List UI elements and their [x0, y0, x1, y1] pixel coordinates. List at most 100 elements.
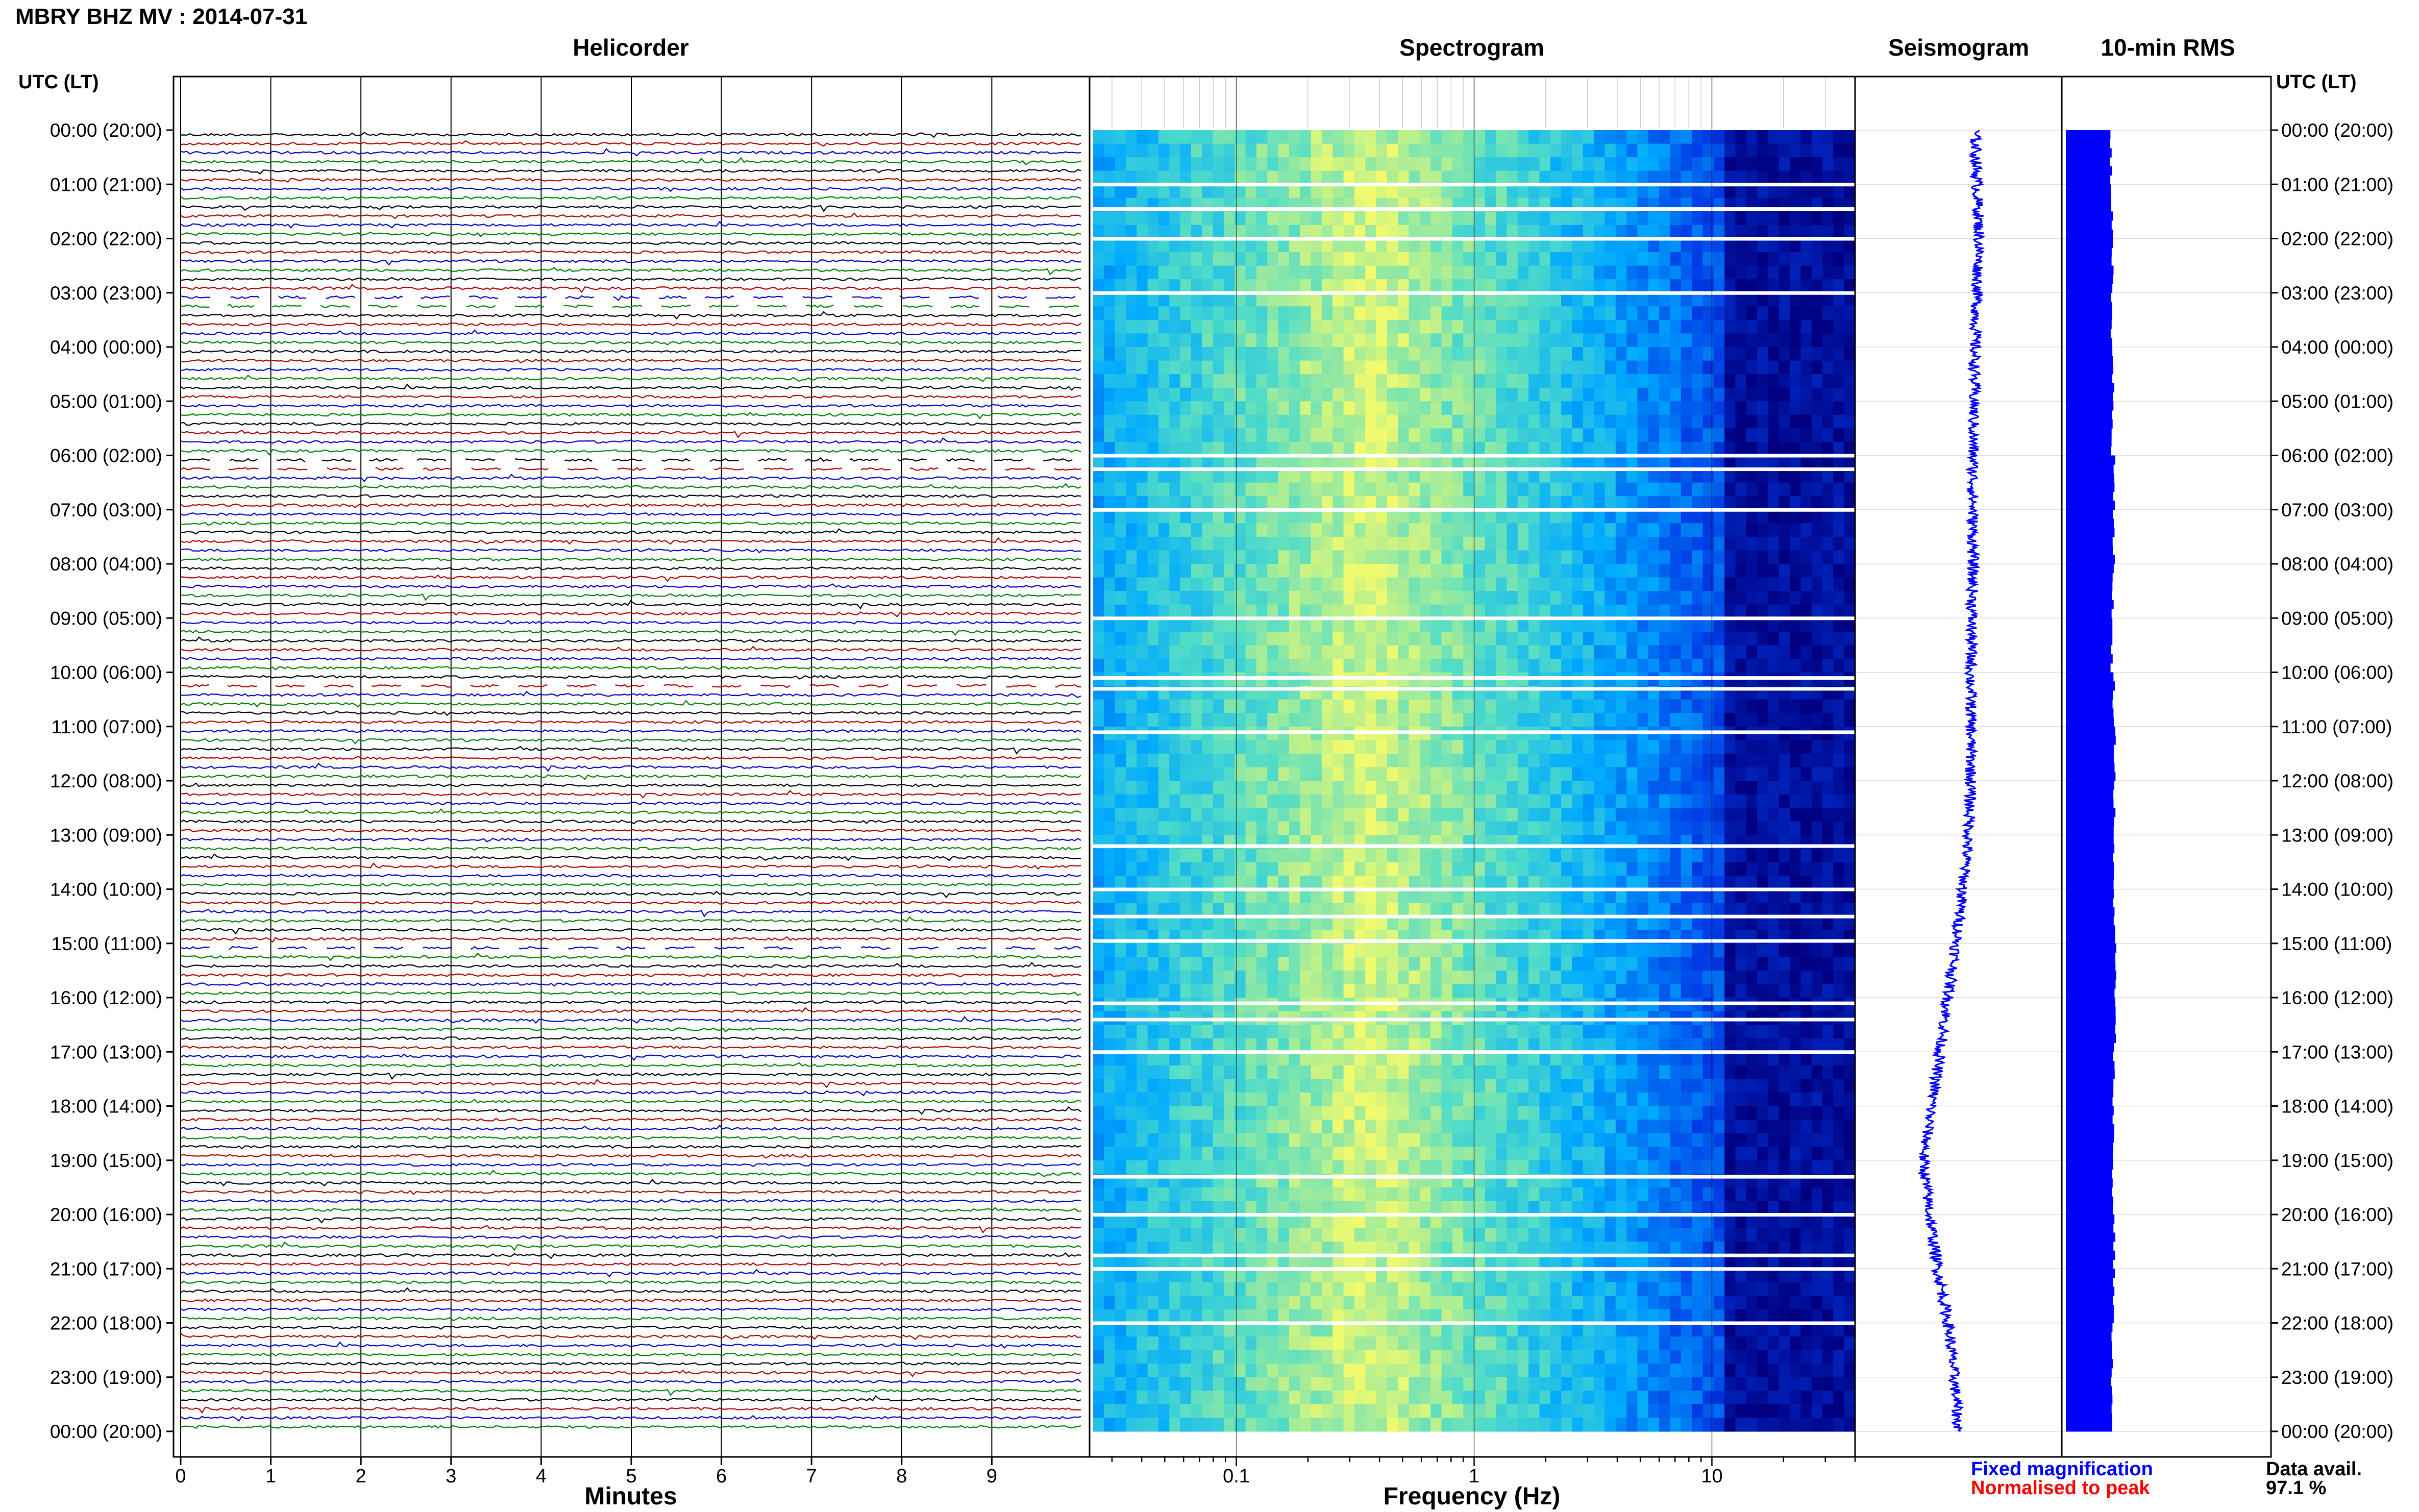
spectrogram-cell — [1605, 482, 1616, 497]
spectrogram-cell — [1572, 984, 1584, 998]
spectrogram-cell — [1235, 238, 1246, 253]
spectrogram-cell — [1746, 767, 1758, 781]
spectrogram-cell — [1583, 848, 1594, 862]
spectrogram-cell — [1605, 916, 1616, 930]
spectrogram-cell — [1137, 143, 1148, 158]
spectrogram-cell — [1137, 943, 1148, 957]
spectrogram-cell — [1354, 347, 1366, 361]
spectrogram-cell — [1169, 943, 1181, 957]
spectrogram-cell — [1528, 374, 1540, 388]
spectrogram-cell — [1626, 157, 1638, 171]
spectrogram-cell — [1779, 279, 1790, 293]
spectrogram-cell — [1768, 428, 1780, 442]
spectrogram-cell — [1713, 577, 1725, 591]
spectrogram-cell — [1779, 943, 1790, 957]
spectrogram-cell — [1452, 401, 1464, 415]
spectrogram-cell — [1104, 333, 1116, 348]
spectrogram-cell — [1169, 333, 1181, 348]
spectrogram-cell — [1561, 984, 1572, 998]
spectrogram-cell — [1496, 401, 1508, 415]
spectrogram-cell — [1387, 1025, 1398, 1039]
spectrogram-cell — [1354, 225, 1366, 239]
spectrogram-cell — [1115, 509, 1126, 524]
spectrogram-cell — [1235, 319, 1246, 334]
spectrogram-cell — [1093, 658, 1104, 673]
spectrogram-cell — [1659, 387, 1670, 402]
spectrogram-cell — [1311, 1038, 1322, 1052]
spectrogram-cell — [1692, 943, 1703, 957]
spectrogram-cell — [1419, 943, 1431, 957]
spectrogram-cell — [1289, 428, 1300, 442]
spectrogram-cell — [1354, 319, 1366, 334]
spectrogram-cell — [1235, 184, 1246, 199]
spectrogram-cell — [1376, 550, 1388, 564]
spectrogram-cell — [1441, 808, 1453, 822]
spectrogram-cell — [1833, 238, 1845, 253]
spectrogram-cell — [1724, 1052, 1736, 1066]
spectrogram-cell — [1376, 319, 1388, 334]
spectrogram-cell — [1485, 401, 1496, 415]
spectrogram-cell — [1419, 645, 1431, 659]
spectrogram-cell — [1354, 875, 1366, 890]
spectrogram-cell — [1202, 455, 1214, 469]
spectrogram-cell — [1354, 469, 1366, 483]
spectrogram-cell — [1267, 577, 1279, 591]
spectrogram-cell — [1463, 577, 1475, 591]
spectrogram-cell — [1702, 781, 1714, 795]
spectrogram-cell — [1104, 252, 1116, 266]
spectrogram-cell — [1670, 170, 1682, 185]
spectrogram-cell — [1713, 523, 1725, 537]
spectrogram-cell — [1735, 414, 1747, 429]
spectrogram-cell — [1539, 740, 1551, 754]
spectrogram-cell — [1365, 306, 1377, 320]
spectrogram-cell — [1833, 374, 1845, 388]
spectrogram-cell — [1332, 279, 1344, 293]
spectrogram-cell — [1289, 889, 1300, 903]
spectrogram-cell — [1702, 577, 1714, 591]
spectrogram-cell — [1474, 1052, 1486, 1066]
spectrogram-cell — [1354, 292, 1366, 307]
spectrogram-cell — [1343, 225, 1355, 239]
spectrogram-cell — [1376, 252, 1388, 266]
spectrogram-cell — [1637, 781, 1649, 795]
spectrogram-cell — [1126, 347, 1137, 361]
spectrogram-cell — [1539, 808, 1551, 822]
spectrogram-cell — [1757, 984, 1768, 998]
spectrogram-cell — [1126, 848, 1137, 862]
helicorder-trace — [180, 665, 1081, 671]
spectrogram-cell — [1692, 292, 1703, 307]
spectrogram-cell — [1724, 1025, 1736, 1039]
spectrogram-cell — [1213, 550, 1224, 564]
spectrogram-cell — [1474, 564, 1486, 578]
spectrogram-cell — [1311, 238, 1322, 253]
spectrogram-cell — [1572, 306, 1584, 320]
spectrogram-cell — [1365, 862, 1377, 876]
spectrogram-cell — [1409, 658, 1420, 673]
spectrogram-cell — [1702, 157, 1714, 171]
spectrogram-cell — [1768, 441, 1780, 456]
spectrogram-cell — [1093, 577, 1104, 591]
spectrogram-cell — [1528, 645, 1540, 659]
spectrogram-cell — [1137, 414, 1148, 429]
spectrogram-cell — [1256, 943, 1268, 957]
spectrogram-cell — [1169, 401, 1181, 415]
spectrogram-cell — [1496, 211, 1508, 226]
spectrogram-cell — [1811, 414, 1823, 429]
spectrogram-cell — [1398, 211, 1410, 226]
spectrogram-cell — [1398, 631, 1410, 646]
spectrogram-cell — [1104, 428, 1116, 442]
spectrogram-cell — [1202, 848, 1214, 862]
spectrogram-cell — [1768, 753, 1780, 768]
spectrogram-cell — [1681, 577, 1692, 591]
spectrogram-cell — [1115, 916, 1126, 930]
spectrogram-cell — [1561, 523, 1572, 537]
spectrogram-cell — [1702, 360, 1714, 375]
spectrogram-cell — [1757, 889, 1768, 903]
spectrogram-cell — [1441, 970, 1453, 985]
spectrogram-cell — [1768, 1052, 1780, 1066]
spectrogram-cell — [1572, 333, 1584, 348]
spectrogram-cell — [1419, 631, 1431, 646]
spectrogram-cell — [1387, 984, 1398, 998]
spectrogram-cell — [1648, 306, 1660, 320]
spectrogram-cell — [1615, 781, 1627, 795]
